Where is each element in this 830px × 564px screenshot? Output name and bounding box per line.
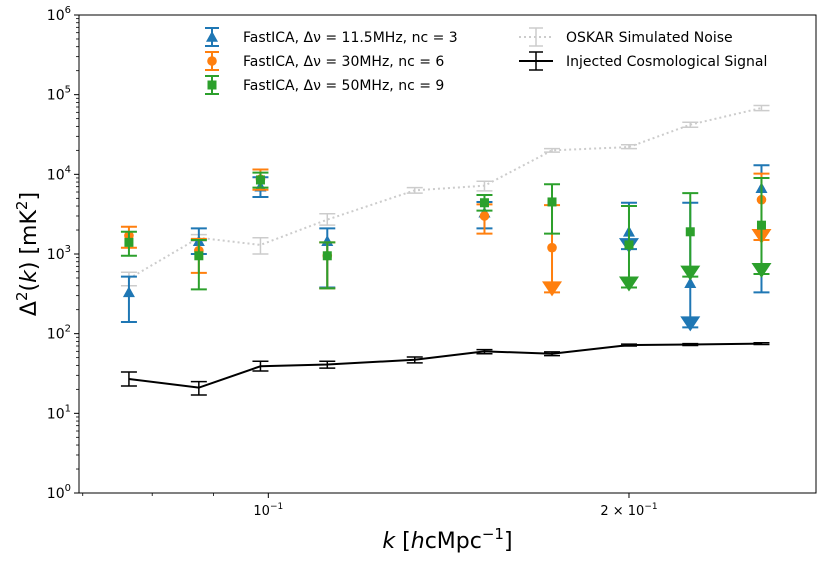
y-axis-label: Δ2(k) [mK2]	[13, 192, 42, 316]
square-marker	[194, 251, 204, 261]
x-label-h: h	[411, 529, 425, 554]
square-marker	[756, 220, 766, 230]
axis-labels: k [hcMpc−1]Δ2(k) [mK2]	[13, 192, 513, 554]
y-tick-label: 104	[47, 164, 71, 183]
x-tick-base: 10	[253, 504, 270, 519]
legend-entry-4: Injected Cosmological Signal	[519, 51, 767, 71]
legend-label: Injected Cosmological Signal	[566, 54, 767, 70]
x-label-k: k	[382, 529, 396, 554]
y-label-unit: ) [mK	[17, 210, 42, 271]
x-tick-base: 10	[628, 504, 645, 519]
x-tick-exponent: −1	[644, 502, 657, 512]
y-tick-base: 10	[47, 88, 65, 104]
legend-entry-2: FastICA, Δν = 50MHz, nc = 9	[205, 75, 444, 95]
upper-limit-arrow	[680, 265, 701, 281]
y-tick-label: 106	[47, 5, 71, 24]
y-tick-exponent: 2	[65, 324, 71, 335]
y-tick-exponent: 6	[65, 5, 71, 16]
y-label-k: k	[17, 269, 42, 283]
x-label-close: ]	[504, 529, 513, 554]
y-tick-label: 101	[47, 403, 71, 422]
y-tick-exponent: 0	[65, 483, 71, 494]
legend: FastICA, Δν = 11.5MHz, nc = 3 FastICA, Δν…	[205, 27, 767, 95]
triangle-marker	[684, 277, 697, 289]
legend-entry-1: FastICA, Δν = 30MHz, nc = 6	[205, 51, 444, 71]
x-tick-label: 2 × 10−1	[600, 502, 657, 519]
y-tick-base: 10	[47, 247, 65, 263]
x-label-exponent: −1	[482, 525, 504, 543]
series-line	[128, 107, 762, 280]
circle-marker	[547, 242, 557, 253]
legend-label: FastICA, Δν = 11.5MHz, nc = 3	[243, 30, 458, 46]
series-2	[120, 171, 772, 292]
x-tick-label: 10−1	[253, 502, 283, 519]
legend-marker	[207, 56, 217, 66]
square-marker	[255, 175, 265, 185]
triangle-marker	[122, 286, 135, 298]
square-marker	[322, 251, 332, 261]
x-axis-label: k [hcMpc−1]	[382, 525, 512, 554]
y-tick-exponent: 5	[65, 85, 71, 96]
x-tick-prefix: 2 ×	[600, 504, 627, 519]
y-tick-label: 102	[47, 324, 71, 343]
legend-marker	[207, 80, 217, 90]
legend-entry-3: OSKAR Simulated Noise	[519, 27, 733, 47]
legend-marker	[206, 31, 218, 42]
square-marker	[547, 197, 557, 207]
y-label-unit-sq: 2	[13, 201, 31, 211]
y-tick-exponent: 1	[65, 403, 71, 414]
y-label-sq: 2	[13, 291, 31, 301]
upper-limit-arrow	[680, 316, 701, 332]
series-4	[120, 341, 770, 396]
x-label-bracket: [	[395, 529, 411, 554]
y-tick-exponent: 3	[65, 244, 71, 255]
y-label-close: ]	[17, 192, 42, 201]
legend-label: FastICA, Δν = 50MHz, nc = 9	[243, 78, 444, 94]
axes-frame	[78, 14, 817, 494]
series-line	[128, 342, 762, 389]
y-label-delta: Δ	[17, 301, 42, 316]
x-tick-exponent: −1	[270, 502, 283, 512]
y-tick-label: 103	[47, 244, 71, 263]
series-layer	[120, 104, 772, 396]
upper-limit-arrow	[542, 281, 563, 297]
y-tick-base: 10	[47, 8, 65, 24]
y-tick-base: 10	[47, 327, 65, 343]
upper-limit-arrow	[618, 276, 639, 292]
legend-label: OSKAR Simulated Noise	[566, 30, 733, 46]
y-label-open: (	[17, 283, 42, 292]
square-marker	[685, 227, 695, 237]
square-marker	[124, 237, 134, 247]
y-tick-base: 10	[47, 167, 65, 183]
x-label-unit: cMpc	[425, 529, 482, 554]
circle-marker	[479, 211, 490, 221]
square-marker	[624, 240, 634, 250]
y-tick-base: 10	[47, 406, 65, 422]
y-tick-label: 100	[47, 483, 71, 502]
square-marker	[479, 198, 489, 208]
upper-limit-arrow	[751, 263, 772, 279]
y-tick-label: 105	[47, 85, 71, 104]
legend-label: FastICA, Δν = 30MHz, nc = 6	[243, 54, 444, 70]
y-tick-exponent: 4	[65, 164, 71, 175]
y-tick-base: 10	[47, 486, 65, 502]
legend-entry-0: FastICA, Δν = 11.5MHz, nc = 3	[205, 27, 458, 47]
